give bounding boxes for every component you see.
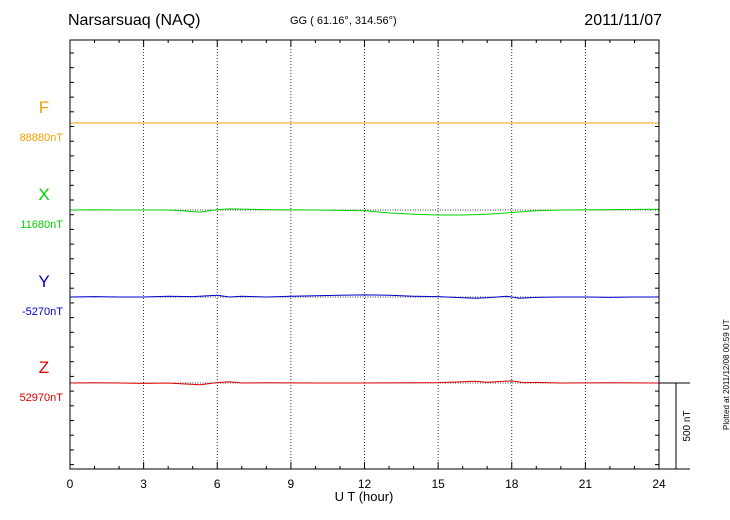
series-line-x <box>69 208 660 216</box>
station-title: Narsarsuaq (NAQ) <box>68 12 201 29</box>
x-tick-label: 12 <box>358 477 372 491</box>
x-gridlines <box>143 40 586 469</box>
x-tick-label: 0 <box>67 477 74 491</box>
scale-bar-label: 500 nT <box>682 410 693 441</box>
x-tick-label: 24 <box>652 477 666 491</box>
series-name-z: Z <box>39 358 49 377</box>
series-baseline-z: 52970nT <box>20 392 64 404</box>
plot-frame <box>69 39 660 470</box>
axis-ticks <box>69 40 660 469</box>
series-line-z <box>69 380 660 386</box>
series-baseline-y: -5270nT <box>22 306 63 318</box>
series-labels: F 88880nT X 11680nT Y -5270nT Z 52970nT <box>20 98 64 404</box>
x-axis-label: U T (hour) <box>335 489 394 504</box>
series-lines <box>69 122 660 386</box>
series-name-f: F <box>39 98 49 117</box>
x-tick-label: 15 <box>431 477 445 491</box>
series-baseline-x: 11680nT <box>20 219 63 231</box>
scale-bar: 500 nT <box>659 382 693 470</box>
x-tick-label: 6 <box>214 477 221 491</box>
plot-date: 2011/11/07 <box>584 12 662 29</box>
series-line-y <box>69 294 659 299</box>
x-tick-labels: 0 3 6 9 12 15 18 21 24 <box>67 477 666 491</box>
series-baseline-f: 88880nT <box>20 132 64 144</box>
x-tick-label: 21 <box>579 477 593 491</box>
x-tick-label: 18 <box>505 477 519 491</box>
station-coordinates: GG ( 61.16°, 314.56°) <box>290 15 397 27</box>
series-name-x: X <box>38 185 49 204</box>
series-name-y: Y <box>38 272 49 291</box>
x-tick-label: 3 <box>140 477 147 491</box>
x-tick-label: 9 <box>288 477 295 491</box>
